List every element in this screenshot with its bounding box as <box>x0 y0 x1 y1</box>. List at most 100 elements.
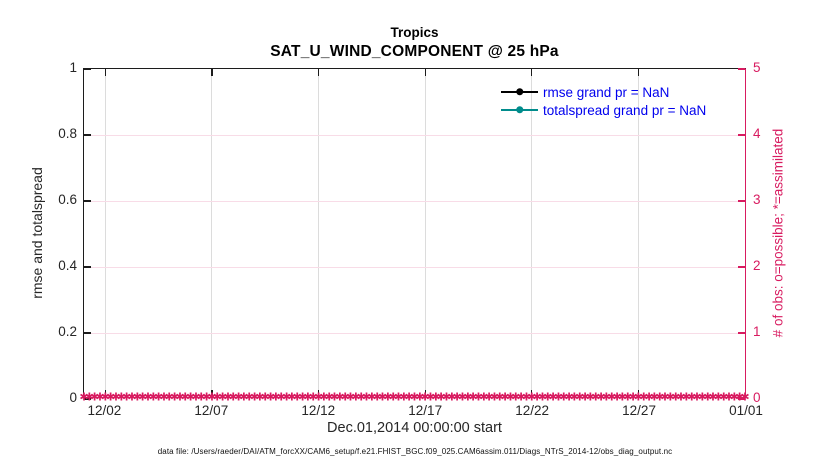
obs-asterisk-marker: ✱ <box>404 390 414 404</box>
x-tick-label: 12/02 <box>87 403 122 418</box>
obs-asterisk-marker: ✱ <box>143 390 153 404</box>
obs-asterisk-marker: ✱ <box>447 390 457 404</box>
obs-asterisk-marker: ✱ <box>553 390 564 404</box>
obs-asterisk-marker: ✱ <box>532 390 542 404</box>
obs-asterisk-marker: ✱ <box>489 390 500 404</box>
obs-asterisk-marker: ✱ <box>505 390 516 404</box>
y-left-tick-label: 0.2 <box>58 324 77 339</box>
x-gridline <box>424 69 426 397</box>
y-axis-left-tick <box>84 266 91 268</box>
obs-asterisk-marker: ✱ <box>233 390 244 404</box>
obs-asterisk-marker: ✱ <box>116 390 126 404</box>
obs-asterisk-marker: ✱ <box>649 390 659 404</box>
obs-asterisk-marker: ✱ <box>249 390 260 404</box>
y-axis-right-tick <box>738 332 745 334</box>
obs-asterisk-marker: ✱ <box>425 390 436 404</box>
obs-asterisk-marker: ✱ <box>596 390 606 404</box>
y-axis-right-tick <box>738 68 745 70</box>
y-axis-left-tick <box>84 68 91 70</box>
x-gridline <box>531 69 533 397</box>
legend-line-marker-icon <box>501 88 538 96</box>
obs-asterisk-marker: ✱ <box>617 390 627 404</box>
obs-asterisk-marker: ✱ <box>329 390 340 404</box>
obs-asterisk-marker: ✱ <box>655 390 665 404</box>
obs-asterisk-marker: ✱ <box>90 390 100 404</box>
obs-asterisk-marker: ✱ <box>276 390 286 404</box>
obs-asterisk-marker: ✱ <box>345 390 356 404</box>
obs-asterisk-marker: ✱ <box>377 390 388 404</box>
obs-asterisk-marker: ✱ <box>415 390 425 404</box>
x-axis-tick <box>211 390 213 397</box>
obs-asterisk-marker: ✱ <box>217 390 228 404</box>
x-axis-tick <box>317 390 320 397</box>
y-gridline <box>84 332 745 334</box>
obs-asterisk-marker: ✱ <box>383 390 393 404</box>
x-axis-tick-top <box>104 69 106 76</box>
x-axis-tick <box>424 390 426 397</box>
x-tick-label: 01/01 <box>729 403 763 418</box>
obs-asterisk-marker: ✱ <box>228 390 238 404</box>
data-file-path: data file: /Users/raeder/DAI/ATM_forcXX/… <box>157 447 673 456</box>
obs-asterisk-marker: ✱ <box>303 390 313 404</box>
obs-asterisk-marker: ✱ <box>660 390 670 404</box>
obs-asterisk-marker: ✱ <box>372 390 382 404</box>
obs-asterisk-marker: ✱ <box>308 390 318 404</box>
obs-asterisk-marker: ✱ <box>159 390 169 404</box>
obs-asterisk-marker: ✱ <box>84 390 94 404</box>
legend-label: totalspread grand pr = NaN <box>543 102 707 118</box>
obs-asterisk-marker: ✱ <box>681 390 691 404</box>
obs-asterisk-marker: ✱ <box>639 390 649 404</box>
obs-asterisk-marker: ✱ <box>580 390 590 404</box>
obs-asterisk-marker: ✱ <box>265 390 276 404</box>
obs-asterisk-marker: ✱ <box>79 390 89 404</box>
legend-line-marker-icon <box>501 106 538 114</box>
obs-asterisk-marker: ✱ <box>297 390 308 404</box>
obs-asterisk-marker: ✱ <box>292 390 302 404</box>
y-right-tick-label: 0 <box>753 390 761 405</box>
obs-asterisk-marker: ✱ <box>452 390 462 404</box>
x-tick-label: 12/17 <box>408 403 443 418</box>
obs-asterisk-marker: ✱ <box>122 390 132 404</box>
obs-asterisk-marker: ✱ <box>671 390 681 404</box>
obs-asterisk-marker: ✱ <box>281 390 292 404</box>
obs-asterisk-marker: ✱ <box>569 390 580 404</box>
obs-asterisk-marker: ✱ <box>154 390 164 404</box>
legend-label: rmse grand pr = NaN <box>543 84 670 100</box>
obs-asterisk-marker: ✱ <box>628 390 638 404</box>
obs-asterisk-marker: ✱ <box>564 390 574 404</box>
obs-asterisk-marker: ✱ <box>537 390 548 404</box>
obs-asterisk-marker: ✱ <box>260 390 270 404</box>
x-tick-label: 12/07 <box>194 403 229 418</box>
x-axis-tick <box>637 390 640 397</box>
x-tick-label: 12/27 <box>622 403 656 418</box>
x-axis-tick-top <box>317 69 320 76</box>
obs-asterisk-marker: ✱ <box>196 390 206 404</box>
obs-asterisk-marker: ✱ <box>106 390 116 404</box>
chart-title: Tropics <box>390 25 439 40</box>
obs-asterisk-marker: ✱ <box>511 390 521 404</box>
x-gridline <box>637 69 639 397</box>
x-gridline <box>318 69 320 397</box>
x-tick-label: 12/12 <box>301 403 336 418</box>
obs-asterisk-marker: ✱ <box>356 390 366 404</box>
obs-asterisk-marker: ✱ <box>170 390 180 404</box>
obs-asterisk-marker: ✱ <box>495 390 505 404</box>
obs-asterisk-marker: ✱ <box>180 390 190 404</box>
obs-asterisk-marker: ✱ <box>324 390 334 404</box>
obs-asterisk-marker: ✱ <box>340 390 350 404</box>
legend-entry: totalspread grand pr = NaN <box>501 101 706 119</box>
x-axis-label: Dec.01,2014 00:00:00 start <box>327 420 502 436</box>
y-axis-left-label: rmse and totalspread <box>29 167 45 299</box>
obs-asterisk-marker: ✱ <box>735 390 745 404</box>
x-axis-tick-top <box>424 69 426 76</box>
x-gridline <box>104 69 106 397</box>
obs-asterisk-marker: ✱ <box>463 390 473 404</box>
obs-asterisk-marker: ✱ <box>724 390 734 404</box>
obs-asterisk-marker: ✱ <box>239 390 249 404</box>
obs-asterisk-marker: ✱ <box>138 390 148 404</box>
obs-asterisk-marker: ✱ <box>441 390 452 404</box>
x-gridline <box>211 69 213 397</box>
obs-asterisk-marker: ✱ <box>271 390 281 404</box>
obs-asterisk-marker: ✱ <box>676 390 686 404</box>
y-left-tick-label: 0.4 <box>58 258 77 273</box>
